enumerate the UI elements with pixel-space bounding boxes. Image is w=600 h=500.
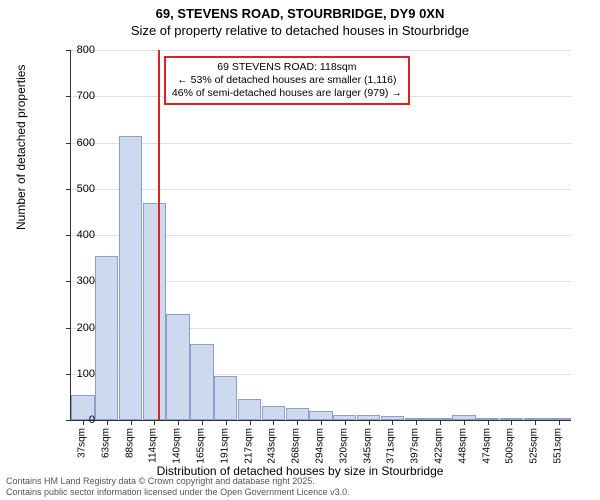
xtick-label: 191sqm <box>219 428 230 464</box>
footer-line: Contains public sector information licen… <box>6 487 350 498</box>
xtick-mark <box>226 420 227 425</box>
xtick-mark <box>154 420 155 425</box>
xtick-mark <box>297 420 298 425</box>
chart-subtitle: Size of property relative to detached ho… <box>0 23 600 38</box>
xtick-label: 448sqm <box>457 428 468 464</box>
xtick-label: 294sqm <box>315 428 326 464</box>
annotation-line: 69 STEVENS ROAD: 118sqm <box>172 61 402 74</box>
xtick-mark <box>83 420 84 425</box>
xtick-mark <box>535 420 536 425</box>
footer-attribution: Contains HM Land Registry data © Crown c… <box>6 476 350 498</box>
ytick-mark <box>66 96 71 97</box>
xtick-label: 422sqm <box>434 428 445 464</box>
ytick-mark <box>66 328 71 329</box>
histogram-bar <box>309 411 332 420</box>
ytick-label: 0 <box>89 414 95 426</box>
histogram-bar <box>190 344 213 420</box>
histogram-bar <box>214 376 237 420</box>
gridline <box>71 143 571 144</box>
ytick-mark <box>66 143 71 144</box>
histogram-bar <box>143 203 166 420</box>
xtick-mark <box>321 420 322 425</box>
y-axis-label: Number of detached properties <box>14 65 28 230</box>
xtick-mark <box>369 420 370 425</box>
xtick-mark <box>178 420 179 425</box>
xtick-mark <box>416 420 417 425</box>
xtick-label: 37sqm <box>76 428 87 458</box>
xtick-label: 474sqm <box>481 428 492 464</box>
property-marker-line <box>158 50 160 420</box>
xtick-label: 268sqm <box>291 428 302 464</box>
gridline <box>71 189 571 190</box>
xtick-label: 371sqm <box>386 428 397 464</box>
annotation-line: 46% of semi-detached houses are larger (… <box>172 87 402 100</box>
xtick-mark <box>464 420 465 425</box>
ytick-mark <box>66 50 71 51</box>
histogram-bar <box>166 314 189 420</box>
ytick-mark <box>66 235 71 236</box>
ytick-mark <box>66 281 71 282</box>
plot-area: 69 STEVENS ROAD: 118sqm← 53% of detached… <box>70 50 571 421</box>
xtick-mark <box>273 420 274 425</box>
ytick-label: 400 <box>77 229 95 241</box>
xtick-label: 165sqm <box>195 428 206 464</box>
annotation-line: ← 53% of detached houses are smaller (1,… <box>172 74 402 87</box>
xtick-mark <box>488 420 489 425</box>
xtick-label: 217sqm <box>243 428 254 464</box>
chart-container: 69, STEVENS ROAD, STOURBRIDGE, DY9 0XN S… <box>0 0 600 500</box>
ytick-label: 300 <box>77 275 95 287</box>
xtick-label: 551sqm <box>553 428 564 464</box>
footer-line: Contains HM Land Registry data © Crown c… <box>6 476 350 487</box>
histogram-bar <box>119 136 142 420</box>
xtick-mark <box>131 420 132 425</box>
ytick-label: 200 <box>77 322 95 334</box>
xtick-label: 525sqm <box>529 428 540 464</box>
xtick-mark <box>202 420 203 425</box>
chart-title: 69, STEVENS ROAD, STOURBRIDGE, DY9 0XN <box>0 0 600 21</box>
ytick-label: 100 <box>77 368 95 380</box>
xtick-mark <box>107 420 108 425</box>
xtick-label: 63sqm <box>100 428 111 458</box>
ytick-mark <box>66 420 71 421</box>
xtick-label: 114sqm <box>148 428 159 463</box>
histogram-bar <box>286 408 309 420</box>
xtick-label: 345sqm <box>362 428 373 464</box>
xtick-mark <box>511 420 512 425</box>
ytick-mark <box>66 374 71 375</box>
xtick-label: 88sqm <box>124 428 135 458</box>
ytick-label: 700 <box>77 90 95 102</box>
ytick-mark <box>66 189 71 190</box>
xtick-label: 500sqm <box>505 428 516 464</box>
xtick-label: 397sqm <box>410 428 421 464</box>
xtick-mark <box>250 420 251 425</box>
histogram-bar <box>262 406 285 420</box>
xtick-label: 243sqm <box>267 428 278 464</box>
xtick-label: 320sqm <box>338 428 349 464</box>
annotation-callout: 69 STEVENS ROAD: 118sqm← 53% of detached… <box>164 56 410 105</box>
xtick-mark <box>392 420 393 425</box>
ytick-label: 600 <box>77 137 95 149</box>
ytick-label: 800 <box>77 44 95 56</box>
histogram-bar <box>238 399 261 420</box>
xtick-mark <box>559 420 560 425</box>
xtick-mark <box>345 420 346 425</box>
histogram-bar <box>95 256 118 420</box>
ytick-label: 500 <box>77 183 95 195</box>
xtick-label: 140sqm <box>172 428 183 464</box>
xtick-mark <box>440 420 441 425</box>
gridline <box>71 50 571 51</box>
